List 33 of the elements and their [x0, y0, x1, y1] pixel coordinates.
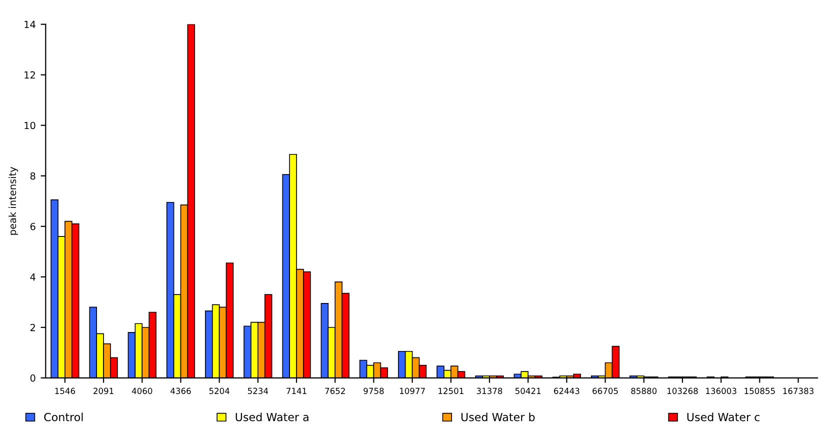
y-tick-label: 10 [24, 122, 36, 130]
x-tick-label: 167383 [783, 388, 814, 394]
x-tick-label: 7652 [325, 388, 345, 394]
x-tick-label: 136003 [706, 388, 736, 394]
y-tick-label: 0 [30, 374, 36, 382]
x-tick-label: 4060 [132, 388, 152, 394]
y-tick-label: 6 [30, 222, 36, 230]
x-tick-label: 9758 [364, 388, 384, 394]
x-tick-label: 103268 [667, 388, 698, 394]
x-tick-label: 85880 [631, 388, 657, 394]
x-tick-label: 1546 [55, 388, 76, 394]
legend-label: Used Water a [236, 412, 308, 422]
x-tick-label: 12501 [438, 388, 464, 394]
legend-label: Used Water c [687, 412, 760, 422]
y-tick-label: 4 [30, 273, 36, 281]
x-tick-label: 7141 [286, 388, 306, 394]
y-tick-label: 8 [30, 172, 36, 180]
legend-label: Used Water b [461, 412, 535, 422]
y-axis-title: peak intensity [8, 166, 18, 235]
y-tick-label: 14 [24, 20, 36, 28]
x-tick-label: 2091 [94, 388, 114, 394]
x-tick-label: 5234 [248, 388, 268, 394]
x-tick-label: 10977 [400, 388, 425, 394]
x-tick-label: 5204 [209, 388, 230, 394]
x-tick-label: 62443 [554, 388, 580, 394]
x-tick-label: 66705 [592, 388, 618, 394]
legend-label: Control [44, 412, 83, 422]
y-tick-label: 12 [24, 71, 35, 79]
x-tick-label: 150855 [744, 388, 775, 394]
x-tick-label: 4366 [170, 388, 191, 394]
y-tick-label: 2 [30, 324, 35, 332]
x-tick-label: 50421 [515, 388, 541, 394]
x-tick-label: 31378 [476, 388, 502, 394]
